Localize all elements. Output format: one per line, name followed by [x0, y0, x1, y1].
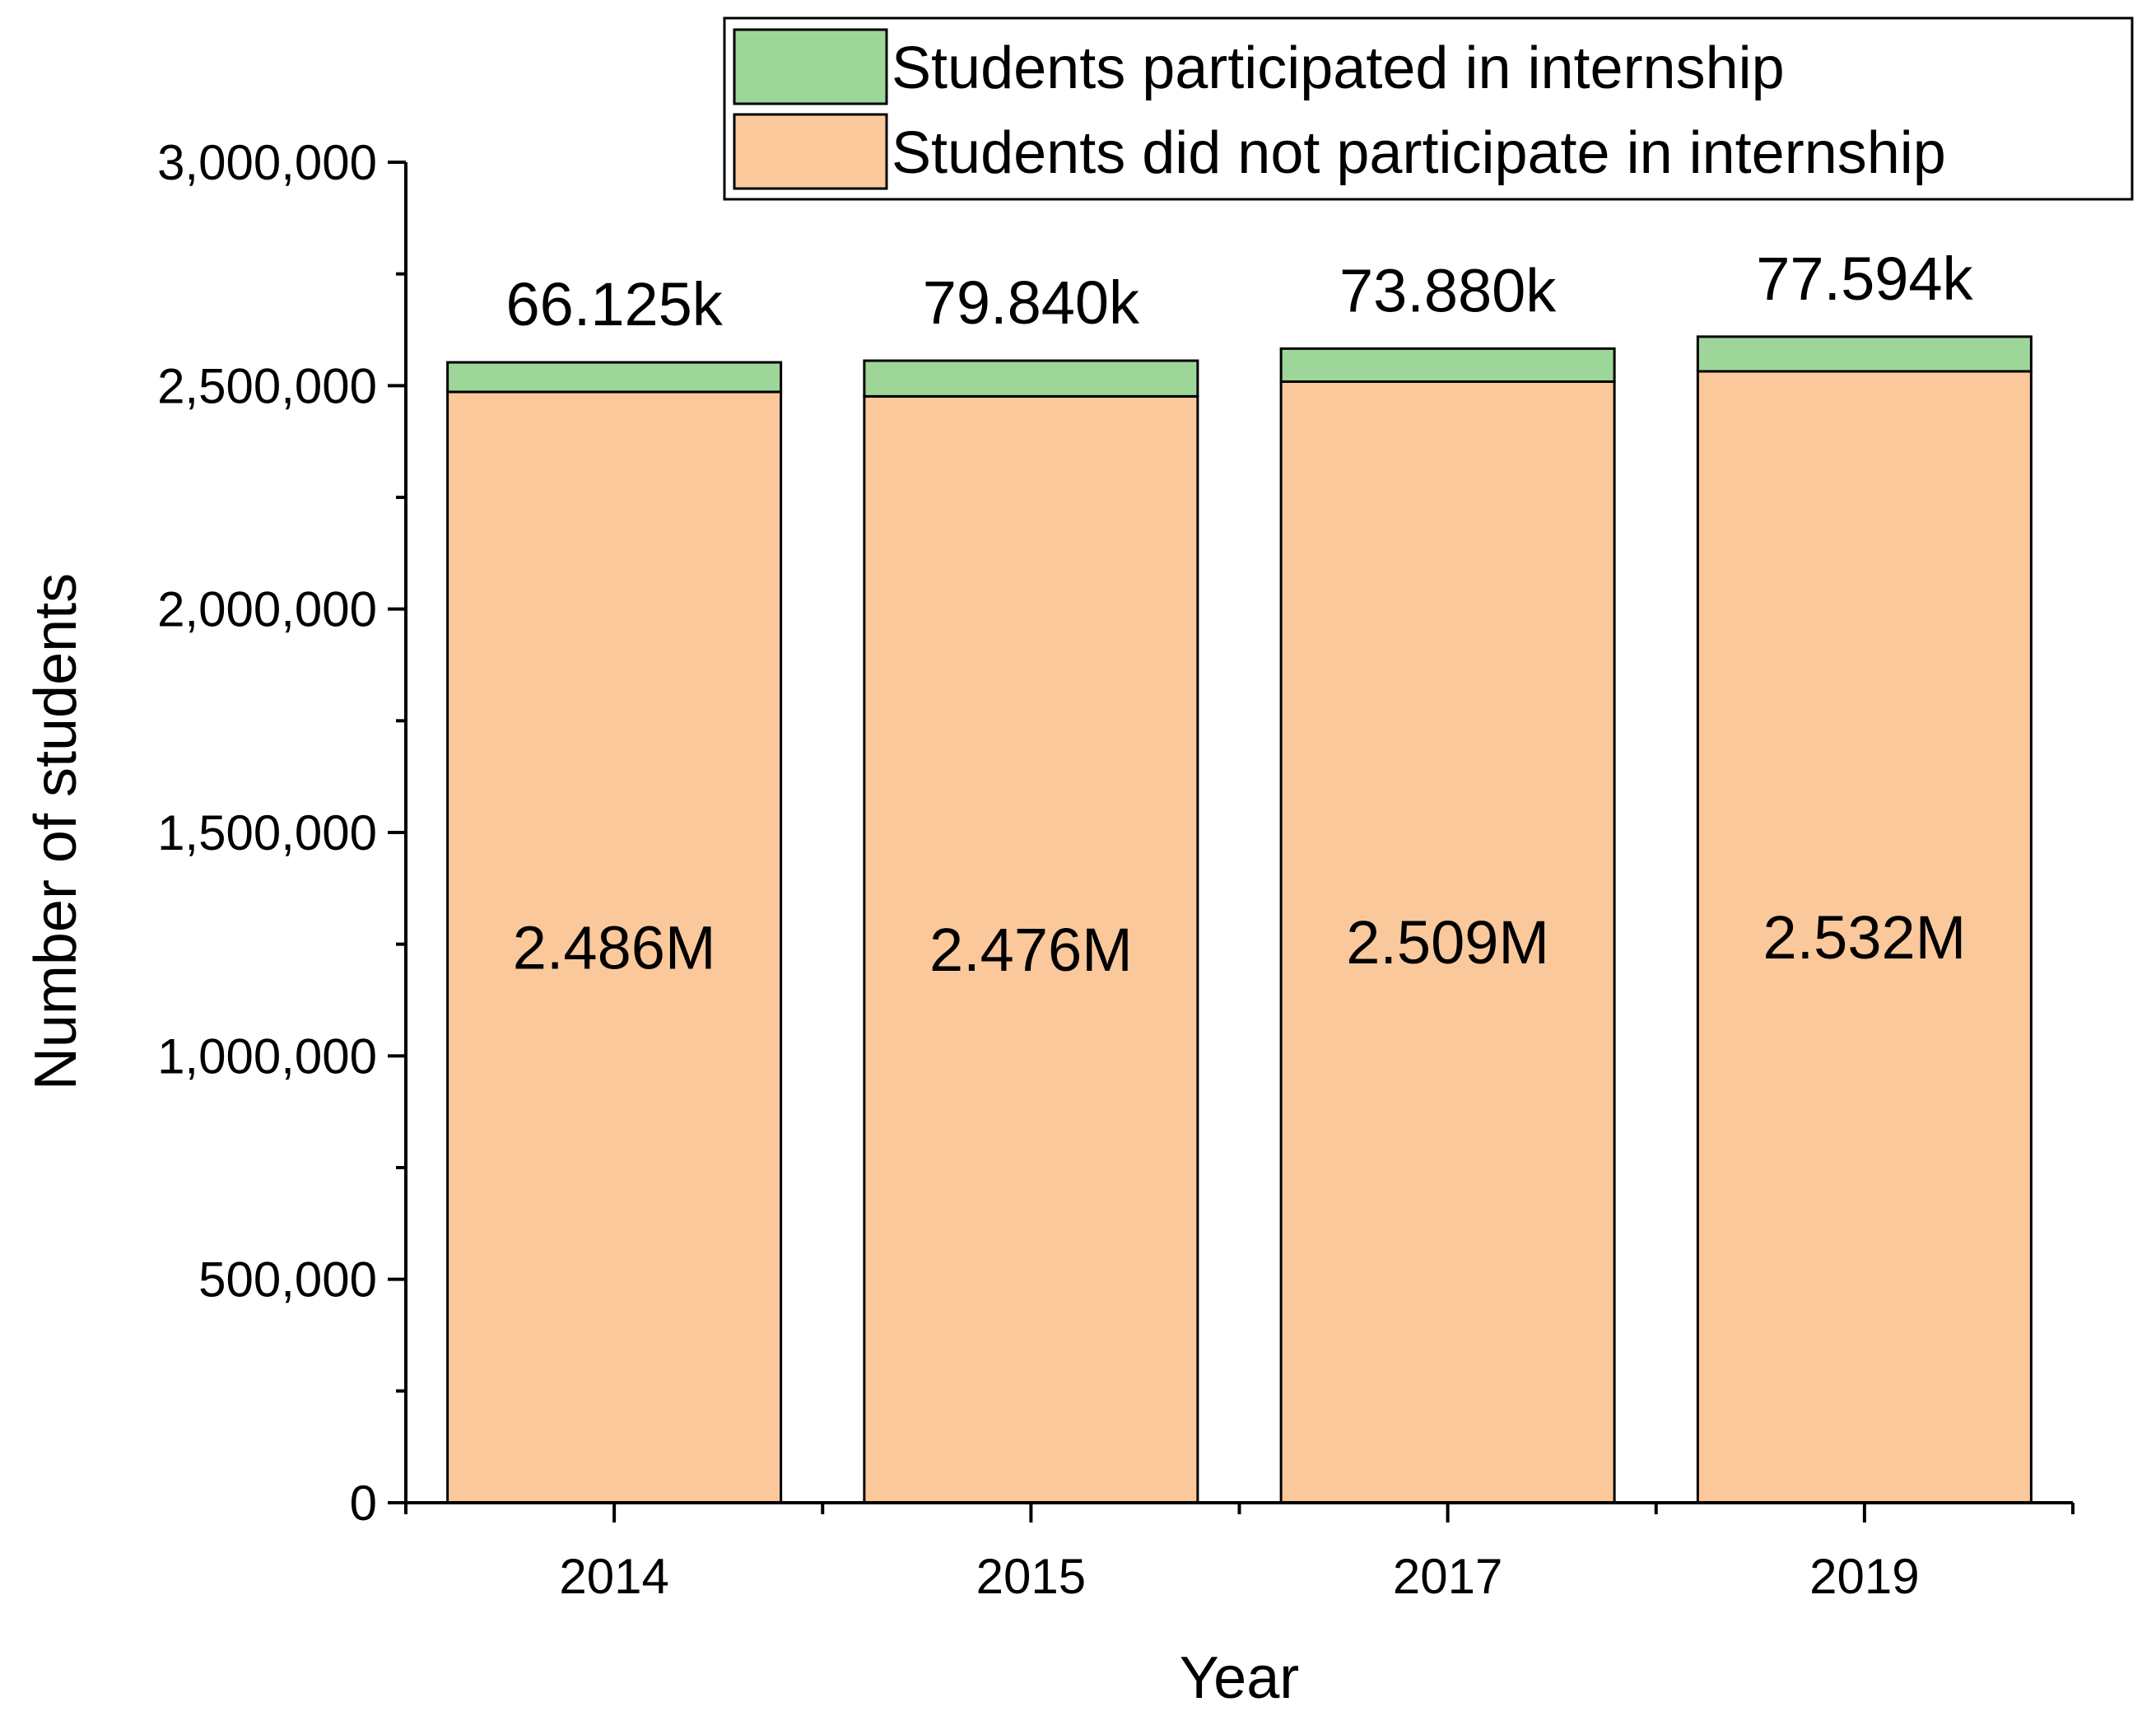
y-tick-label: 3,000,000 — [157, 135, 377, 190]
data-label-not-participated-2014: 2.486M — [513, 913, 716, 982]
y-tick-label: 1,000,000 — [157, 1028, 377, 1084]
data-label-participated-2014: 66.125k — [505, 270, 723, 338]
legend-swatch-not-participated — [733, 113, 888, 190]
bar-not-participated-2019 — [1696, 370, 2033, 1504]
y-tick-label: 0 — [350, 1476, 377, 1531]
bar-not-participated-2014 — [446, 390, 783, 1504]
y-tick-label: 1,500,000 — [157, 805, 377, 860]
x-tick-label-2015: 2015 — [976, 1549, 1086, 1604]
x-tick-label-2019: 2019 — [1809, 1549, 1919, 1604]
plot-area: 2.486M 66.125k 2.476M 79.840k 2.509M 73.880k 2… — [446, 245, 2033, 1504]
bar-participated-2014 — [446, 361, 783, 394]
bar-not-participated-2015 — [863, 394, 1199, 1504]
legend-label-not-participated: Students did not participate in internsh… — [892, 120, 1946, 186]
y-axis-title: Number of students — [23, 573, 89, 1090]
bar-participated-2015 — [863, 359, 1199, 398]
data-label-participated-2017: 73.880k — [1339, 256, 1557, 324]
legend-box — [723, 16, 2134, 201]
y-tick-label: 2,500,000 — [157, 358, 377, 413]
axes: 0 500,000 1,000,000 1,500,000 2,000,000 2,500… — [23, 135, 2075, 1711]
y-tick-label: 2,000,000 — [157, 582, 377, 637]
x-tick-label-2014: 2014 — [559, 1549, 668, 1604]
y-tick-label: 500,000 — [198, 1252, 377, 1308]
legend-swatch-participated — [733, 28, 888, 105]
bar-participated-2019 — [1696, 335, 2033, 373]
data-label-not-participated-2019: 2.532M — [1763, 903, 1966, 972]
data-label-participated-2015: 79.840k — [923, 268, 1140, 337]
bar-participated-2017 — [1279, 347, 1616, 383]
data-label-not-participated-2015: 2.476M — [929, 916, 1133, 984]
legend-label-participated: Students participated in internship — [892, 35, 1785, 101]
legend: Students participated in internship Stude… — [723, 16, 2134, 201]
data-label-participated-2019: 77.594k — [1756, 245, 1973, 313]
x-axis-title: Year — [1180, 1645, 1299, 1711]
x-tick-label-2017: 2017 — [1393, 1549, 1502, 1604]
data-label-not-participated-2017: 2.509M — [1346, 908, 1549, 977]
